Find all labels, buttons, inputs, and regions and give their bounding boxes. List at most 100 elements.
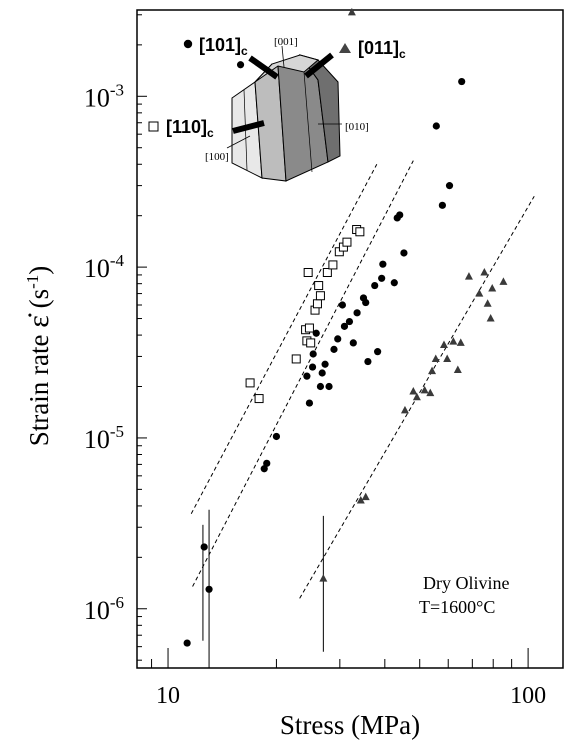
data-point-101c bbox=[272, 432, 281, 441]
indicator-101 bbox=[248, 55, 279, 80]
data-point-101c bbox=[445, 182, 454, 190]
x-axis-title: Stress (MPa) bbox=[280, 710, 420, 740]
data-point-101c bbox=[371, 281, 379, 290]
x-tick-labels: 10 100 bbox=[156, 683, 546, 709]
data-point-101c bbox=[432, 122, 440, 130]
data-point-101c bbox=[458, 77, 466, 86]
data-point-110c bbox=[304, 323, 314, 333]
data-point-110c bbox=[291, 354, 301, 364]
data-point-011c bbox=[443, 354, 452, 362]
fit-line bbox=[190, 164, 378, 514]
data-point-011c bbox=[431, 354, 440, 362]
data-point-101c bbox=[438, 201, 446, 209]
data-point-011c bbox=[439, 340, 448, 348]
data-point-011c bbox=[499, 277, 508, 285]
x-tick-label: 100 bbox=[510, 683, 546, 709]
plot-frame bbox=[136, 9, 564, 669]
crystal-inset: [101]c [011]c [110]c [001] [010] [100] bbox=[148, 35, 406, 182]
data-point-101c bbox=[316, 382, 325, 391]
y-tick-label: 10-6 bbox=[84, 593, 124, 625]
fit-line bbox=[192, 160, 414, 587]
data-point-011c bbox=[400, 405, 409, 414]
label-101: [101]c bbox=[199, 35, 248, 58]
data-point-101c bbox=[378, 274, 386, 282]
data-point-110c bbox=[254, 394, 264, 404]
data-point-101c bbox=[263, 459, 271, 467]
crystal-edge bbox=[303, 71, 313, 173]
annotation-line-1: Dry Olivine bbox=[423, 573, 509, 593]
data-point-101c bbox=[353, 309, 361, 317]
data-point-011c bbox=[449, 337, 458, 345]
data-point-101c bbox=[305, 399, 314, 407]
leader-100 bbox=[226, 135, 251, 149]
y-tick-label: 10-3 bbox=[84, 80, 124, 112]
data-point-101c bbox=[362, 298, 370, 307]
axis-label-100: [100] bbox=[205, 151, 229, 163]
data-point-110c bbox=[245, 378, 255, 388]
data-point-101c bbox=[338, 301, 347, 309]
data-point-110c bbox=[328, 260, 338, 270]
data-point-101c bbox=[303, 372, 311, 380]
data-point-110c bbox=[315, 291, 325, 301]
data-point-101c bbox=[312, 329, 320, 337]
data-point-011c bbox=[486, 314, 495, 322]
axis-label-010: [010] bbox=[345, 121, 369, 133]
y-tick-label: 10-5 bbox=[84, 422, 124, 454]
data-point-101c bbox=[400, 249, 408, 257]
data-point-101c bbox=[374, 348, 382, 356]
legend-marker-011 bbox=[339, 43, 351, 53]
data-point-101c bbox=[334, 335, 342, 343]
error-bars bbox=[202, 509, 324, 668]
crystal-face-top bbox=[254, 54, 320, 83]
data-point-110c bbox=[355, 227, 365, 237]
data-point-101c bbox=[379, 260, 387, 268]
axis-ticks bbox=[137, 14, 529, 668]
data-point-101c bbox=[325, 382, 333, 391]
data-point-101c bbox=[390, 279, 398, 287]
data-point-101c bbox=[349, 339, 357, 347]
data-point-101c bbox=[364, 357, 372, 366]
label-011: [011]c bbox=[358, 38, 406, 61]
data-point-110c bbox=[342, 237, 352, 247]
data-point-110c bbox=[303, 267, 313, 277]
data-point-101c bbox=[321, 360, 329, 368]
data-point-011c bbox=[456, 338, 465, 346]
data-point-011c bbox=[361, 492, 370, 501]
data-point-011c bbox=[420, 385, 429, 394]
data-point-011c bbox=[347, 7, 356, 16]
data-point-011c bbox=[426, 388, 435, 397]
annotation-line-2: T=1600°C bbox=[419, 597, 495, 617]
data-point-101c bbox=[236, 61, 245, 69]
data-point-101c bbox=[205, 585, 213, 593]
data-point-101c bbox=[308, 363, 317, 371]
fit-lines bbox=[190, 160, 535, 599]
data-point-101c bbox=[200, 543, 208, 551]
data-point-011c bbox=[483, 299, 492, 307]
data-point-011c bbox=[475, 289, 484, 297]
data-point-110c bbox=[306, 338, 316, 348]
data-point-101c bbox=[340, 322, 349, 330]
data-point-101c bbox=[183, 639, 191, 647]
legend-marker-101 bbox=[183, 39, 193, 49]
y-tick-labels: 10-6 10-5 10-4 10-3 bbox=[84, 80, 125, 624]
data-point-011c bbox=[488, 283, 497, 292]
data-point-011c bbox=[464, 272, 473, 280]
label-110: [110]c bbox=[166, 117, 214, 140]
data-point-011c bbox=[428, 366, 437, 375]
legend-marker-110 bbox=[148, 121, 159, 132]
data-point-011c bbox=[453, 365, 462, 373]
data-point-110c bbox=[322, 267, 332, 277]
data-point-101c bbox=[396, 211, 404, 219]
data-points bbox=[183, 7, 508, 647]
indicator-011 bbox=[304, 52, 334, 79]
data-point-101c bbox=[260, 465, 268, 473]
y-axis-title: Strain rate ε̇ (s-1) bbox=[22, 266, 55, 447]
data-point-110c bbox=[314, 281, 324, 291]
data-point-110c bbox=[312, 299, 322, 309]
data-point-011c bbox=[412, 392, 421, 401]
data-point-101c bbox=[309, 350, 317, 358]
leader-001 bbox=[281, 45, 285, 68]
data-point-101c bbox=[330, 345, 338, 353]
data-point-011c bbox=[480, 267, 489, 276]
